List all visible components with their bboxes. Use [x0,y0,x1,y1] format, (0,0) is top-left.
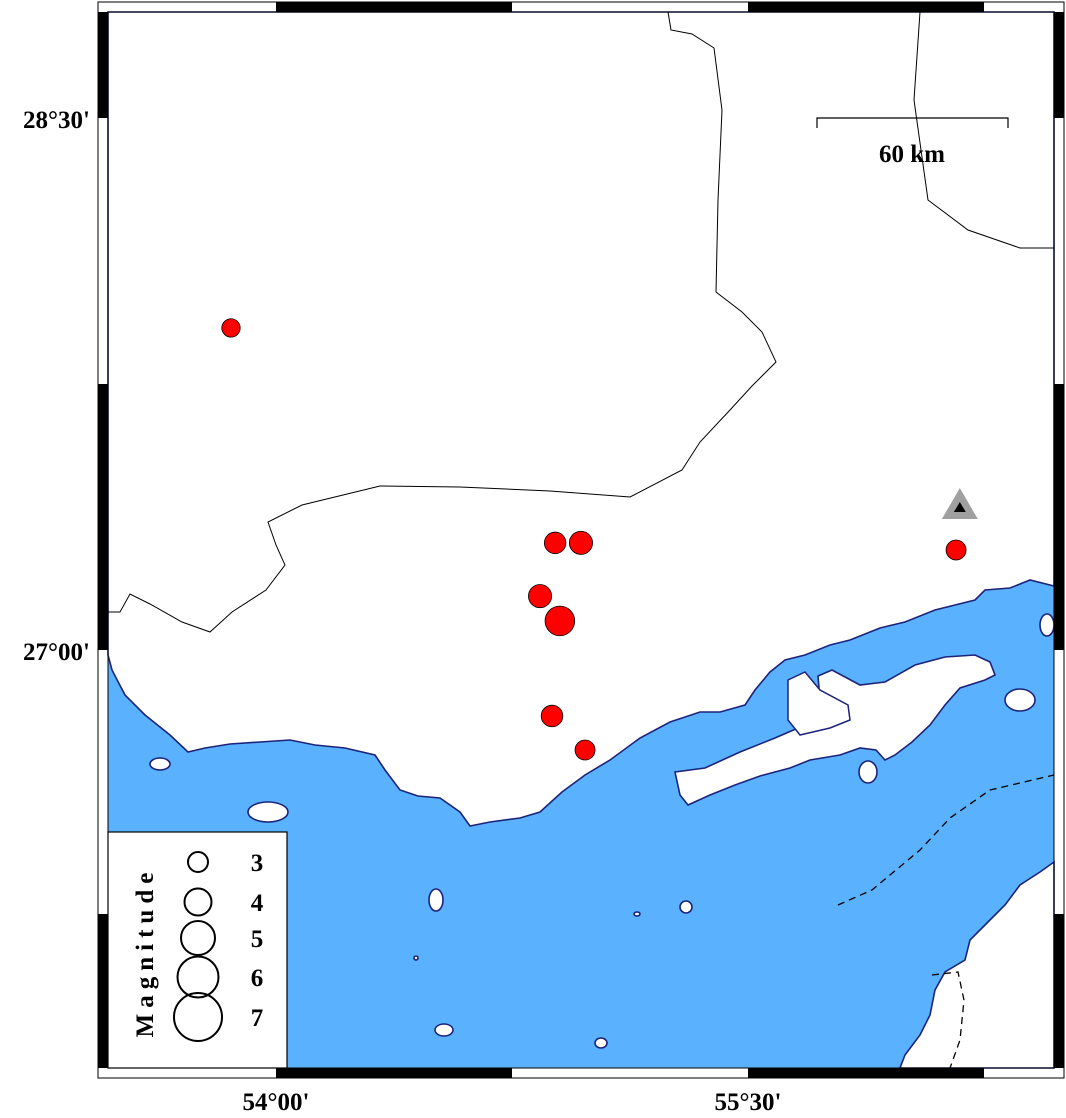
earthquake-event [544,605,576,637]
magnitude-legend: Magnitude 3 4 5 6 7 [107,831,288,1069]
small-islands [149,613,1055,1049]
legend-label: 6 [251,965,264,992]
maritime-boundary [837,774,1055,906]
legend-circle [183,887,213,917]
earthquake-event [528,584,553,609]
legend-label: 7 [251,1005,264,1032]
southern-coast [898,860,1055,1069]
earthquake-event [945,539,967,561]
lat-label-28-30: 28°30' [23,107,90,134]
earthquake-event [574,739,596,761]
legend-circle [173,992,223,1042]
province-border-ne [913,11,1054,249]
scale-bar-label: 60 km [879,141,945,168]
map-frame [97,1,1065,1079]
stations-layer [941,488,978,520]
legend-circle [176,955,220,999]
earthquake-event [221,318,241,338]
border-dashed-south [931,971,965,1069]
province-border [108,11,777,633]
station-marker-icon [953,502,966,513]
legend-circle [187,851,209,873]
scale-bar: 60 km [816,117,1009,168]
legend-circle [180,920,216,956]
legend-title: Magnitude [132,867,159,1038]
mainland [107,11,1055,827]
earthquake-event [543,531,567,555]
legend-label: 4 [251,890,264,917]
lon-label-55-30: 55°30' [715,1089,782,1116]
lat-label-27-00: 27°00' [23,639,90,666]
legend-label: 3 [251,850,264,877]
earthquake-event [568,530,593,555]
legend-label: 5 [251,926,264,953]
earthquake-event [540,704,564,728]
events-layer [221,318,967,761]
mangrove-islets [787,671,851,736]
lon-label-54-00: 54°00' [243,1089,310,1116]
